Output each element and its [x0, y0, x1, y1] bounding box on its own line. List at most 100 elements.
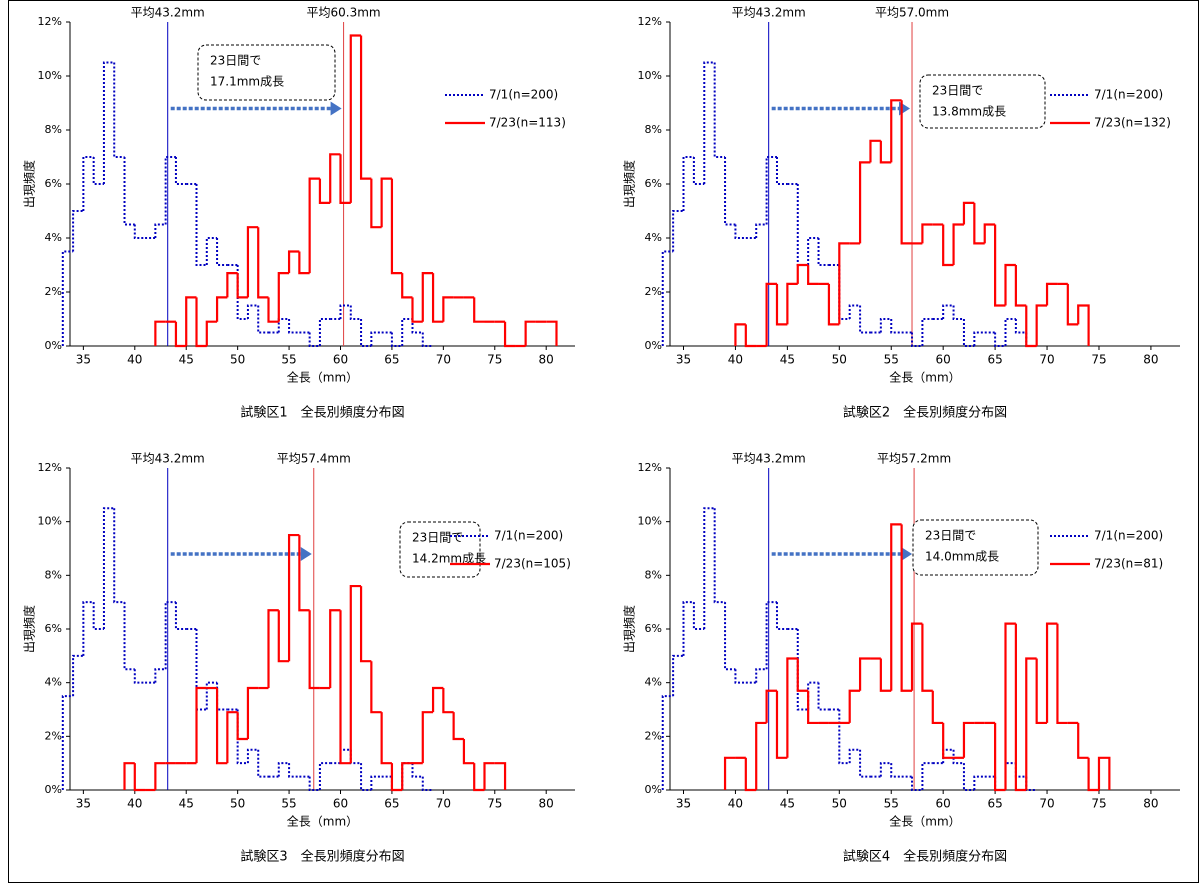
histogram-step	[123, 762, 135, 790]
mean-label: 平均57.2mm	[877, 452, 951, 466]
histogram-step	[195, 629, 207, 711]
histogram-step	[890, 319, 902, 334]
x-tick-label: 50	[230, 797, 245, 811]
x-tick-label: 80	[539, 353, 554, 367]
histogram-step	[703, 61, 715, 184]
histogram-step	[911, 776, 923, 791]
histogram-step	[421, 272, 434, 322]
histogram-step	[1004, 318, 1016, 346]
histogram-step	[755, 668, 767, 683]
histogram-step	[205, 237, 218, 265]
histogram-step	[216, 238, 228, 266]
histogram-step	[524, 320, 536, 346]
histogram-step	[483, 762, 495, 790]
histogram-step	[765, 689, 777, 723]
histogram-step	[72, 654, 84, 697]
histogram-step	[672, 654, 684, 697]
histogram-step	[390, 763, 403, 792]
histogram-step	[401, 762, 413, 790]
histogram-step	[921, 623, 933, 692]
histogram-step	[390, 332, 403, 347]
histogram-step	[370, 661, 382, 714]
legend-label: 7/1(n=200)	[1094, 529, 1163, 543]
histogram-step	[807, 237, 819, 265]
histogram-step	[796, 629, 809, 711]
histogram-step	[994, 722, 1006, 792]
histogram-step	[775, 690, 788, 759]
x-tick-label: 60	[936, 797, 951, 811]
histogram-step	[900, 524, 913, 692]
histogram-step	[1025, 305, 1037, 348]
growth-arrow-head	[330, 101, 342, 116]
histogram-step	[848, 689, 861, 723]
histogram-step	[1077, 722, 1089, 759]
x-tick-label: 35	[76, 797, 91, 811]
histogram-step	[962, 763, 975, 791]
histogram-step	[921, 318, 933, 346]
annotation-text: 23日間で	[932, 84, 983, 98]
histogram-step	[838, 242, 850, 325]
histogram-step	[859, 749, 871, 778]
histogram-step	[682, 601, 694, 656]
histogram-step	[942, 304, 954, 319]
x-tick-label: 45	[780, 353, 795, 367]
histogram-step	[858, 657, 871, 691]
histogram-step	[952, 305, 964, 320]
x-tick-label: 55	[884, 797, 899, 811]
histogram-step	[744, 324, 757, 348]
y-tick-label: 10%	[38, 515, 62, 528]
histogram-step	[339, 304, 351, 319]
y-tick-label: 6%	[45, 177, 62, 190]
histogram-step	[1077, 304, 1090, 346]
x-tick-label: 55	[281, 797, 296, 811]
histogram-step	[775, 602, 788, 630]
histogram-step	[796, 658, 809, 692]
histogram-step	[370, 178, 382, 229]
y-tick-label: 0%	[645, 339, 662, 352]
histogram-step	[267, 609, 279, 689]
histogram-step	[113, 508, 125, 604]
histogram-step	[288, 319, 300, 334]
histogram-step	[277, 762, 290, 777]
x-tick-label: 55	[884, 353, 899, 367]
y-tick-label: 2%	[45, 729, 62, 742]
histogram-step	[734, 323, 746, 346]
histogram-step	[921, 223, 933, 244]
y-tick-label: 0%	[645, 783, 662, 796]
histogram-step	[349, 34, 362, 203]
histogram-step	[994, 224, 1006, 307]
histogram-step	[962, 721, 975, 758]
histogram-step	[288, 763, 300, 778]
y-axis-label: 出現頻度	[622, 160, 637, 208]
histogram-step	[287, 533, 300, 662]
histogram-step	[462, 739, 475, 765]
histogram-step	[339, 748, 351, 764]
y-tick-label: 2%	[645, 729, 662, 742]
histogram-step	[734, 224, 746, 239]
annotation-text: 17.1mm成長	[210, 75, 284, 89]
histogram-step	[164, 601, 176, 670]
histogram-step	[61, 250, 74, 346]
mean-label: 平均43.2mm	[732, 452, 806, 466]
histogram-step	[775, 283, 788, 326]
histogram-step	[246, 748, 259, 764]
chart-title: 試験区3 全長別頻度分布図	[240, 849, 404, 865]
histogram-step	[994, 776, 1006, 791]
histogram-step	[900, 100, 913, 245]
histogram-step	[546, 320, 558, 346]
histogram-step	[205, 681, 218, 710]
histogram-step	[195, 184, 207, 266]
x-tick-label: 40	[728, 797, 743, 811]
histogram-step	[154, 762, 166, 790]
histogram-step	[318, 178, 331, 204]
x-tick-label: 80	[1143, 797, 1158, 811]
mean-label: 平均57.4mm	[277, 452, 351, 466]
annotation-text: 13.8mm成長	[932, 105, 1006, 119]
histogram-step	[421, 711, 434, 764]
x-axis-label: 全長（mm）	[287, 814, 358, 829]
histogram-step	[692, 602, 705, 630]
histogram-step	[113, 62, 125, 158]
histogram-step	[713, 508, 726, 604]
x-tick-label: 45	[179, 353, 194, 367]
